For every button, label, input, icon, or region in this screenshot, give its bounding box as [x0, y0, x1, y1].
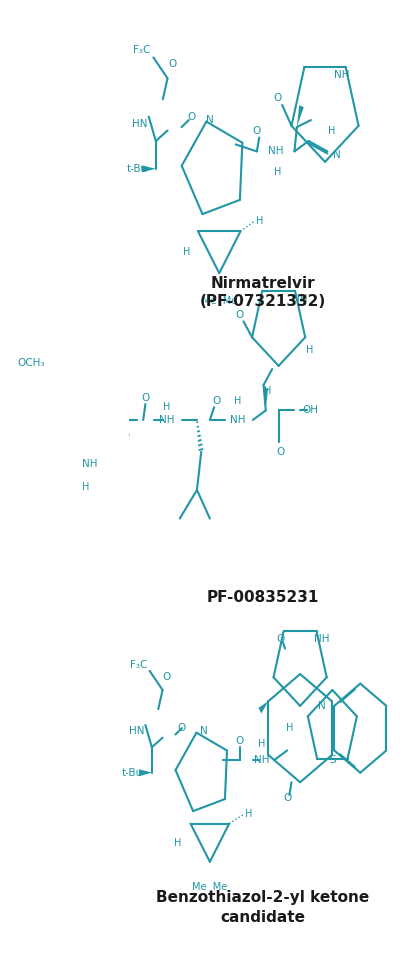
Text: NH: NH: [254, 755, 269, 765]
Text: H: H: [286, 723, 293, 733]
Text: F₃C: F₃C: [130, 660, 148, 669]
Text: H: H: [234, 396, 242, 406]
Text: OCH₃: OCH₃: [18, 358, 45, 367]
Text: NH: NH: [314, 634, 329, 644]
Text: O: O: [283, 793, 291, 803]
Text: t-Bu: t-Bu: [122, 768, 143, 778]
Text: PF-00835231: PF-00835231: [207, 590, 319, 605]
Text: NH: NH: [230, 415, 246, 425]
Text: Me  Me: Me Me: [202, 296, 237, 306]
Polygon shape: [258, 701, 268, 713]
Text: O: O: [236, 736, 244, 746]
Text: O: O: [273, 93, 282, 103]
Text: H: H: [264, 386, 272, 396]
Text: NH: NH: [268, 147, 284, 156]
Text: O: O: [212, 396, 220, 406]
Text: H: H: [306, 345, 313, 355]
Text: H: H: [163, 402, 170, 412]
Text: H: H: [256, 216, 263, 226]
Text: (PF-07321332): (PF-07321332): [200, 293, 326, 309]
Text: N: N: [206, 115, 214, 125]
Text: HN: HN: [129, 726, 144, 737]
Text: candidate: candidate: [220, 910, 306, 924]
Text: Benzothiazol-2-yl ketone: Benzothiazol-2-yl ketone: [156, 890, 370, 905]
Text: H: H: [328, 126, 336, 135]
Text: OH: OH: [303, 406, 319, 415]
Polygon shape: [297, 105, 304, 127]
Text: N: N: [200, 726, 207, 737]
Text: O: O: [168, 59, 176, 69]
Text: H: H: [82, 481, 89, 492]
Text: O: O: [141, 392, 150, 403]
Text: O: O: [163, 672, 171, 682]
Text: Me  Me: Me Me: [192, 882, 228, 892]
Text: H: H: [258, 739, 265, 749]
Text: Nirmatrelvir: Nirmatrelvir: [210, 275, 315, 291]
Text: H: H: [183, 247, 190, 257]
Text: S: S: [329, 755, 336, 765]
Text: O: O: [178, 723, 186, 733]
Text: NH: NH: [334, 70, 349, 80]
Text: NH: NH: [159, 415, 175, 425]
Text: N: N: [333, 150, 341, 160]
Text: N: N: [318, 701, 326, 711]
Text: H: H: [245, 809, 252, 819]
Text: NH: NH: [82, 459, 97, 470]
Text: t-Bu: t-Bu: [126, 164, 148, 174]
Text: HN: HN: [132, 119, 147, 129]
Text: O: O: [277, 634, 285, 644]
Polygon shape: [139, 769, 152, 776]
Text: O: O: [277, 447, 285, 456]
Text: NH: NH: [292, 294, 308, 304]
Polygon shape: [263, 388, 268, 410]
Text: F₃C: F₃C: [133, 45, 150, 56]
Text: H: H: [274, 167, 282, 177]
Polygon shape: [142, 165, 156, 173]
Text: O: O: [187, 111, 195, 122]
Text: O: O: [235, 310, 243, 320]
Text: H: H: [174, 837, 181, 848]
Text: O: O: [253, 126, 261, 135]
